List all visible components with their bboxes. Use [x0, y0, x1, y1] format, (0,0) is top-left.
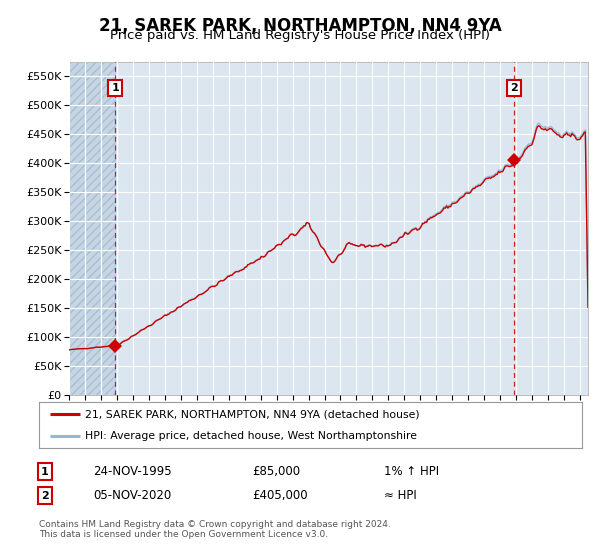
Text: £405,000: £405,000	[252, 489, 308, 502]
Text: Contains HM Land Registry data © Crown copyright and database right 2024.
This d: Contains HM Land Registry data © Crown c…	[39, 520, 391, 539]
Text: 1: 1	[41, 466, 49, 477]
Text: 1: 1	[112, 83, 119, 92]
Text: 21, SAREK PARK, NORTHAMPTON, NN4 9YA: 21, SAREK PARK, NORTHAMPTON, NN4 9YA	[98, 17, 502, 35]
Text: 1% ↑ HPI: 1% ↑ HPI	[384, 465, 439, 478]
Text: 2: 2	[510, 83, 518, 92]
Text: 24-NOV-1995: 24-NOV-1995	[93, 465, 172, 478]
Text: £85,000: £85,000	[252, 465, 300, 478]
Text: Price paid vs. HM Land Registry's House Price Index (HPI): Price paid vs. HM Land Registry's House …	[110, 29, 490, 42]
Text: 2: 2	[41, 491, 49, 501]
Text: HPI: Average price, detached house, West Northamptonshire: HPI: Average price, detached house, West…	[85, 431, 417, 441]
Text: 21, SAREK PARK, NORTHAMPTON, NN4 9YA (detached house): 21, SAREK PARK, NORTHAMPTON, NN4 9YA (de…	[85, 409, 420, 419]
Bar	[69, 62, 115, 395]
Text: ≈ HPI: ≈ HPI	[384, 489, 417, 502]
Text: 05-NOV-2020: 05-NOV-2020	[93, 489, 171, 502]
